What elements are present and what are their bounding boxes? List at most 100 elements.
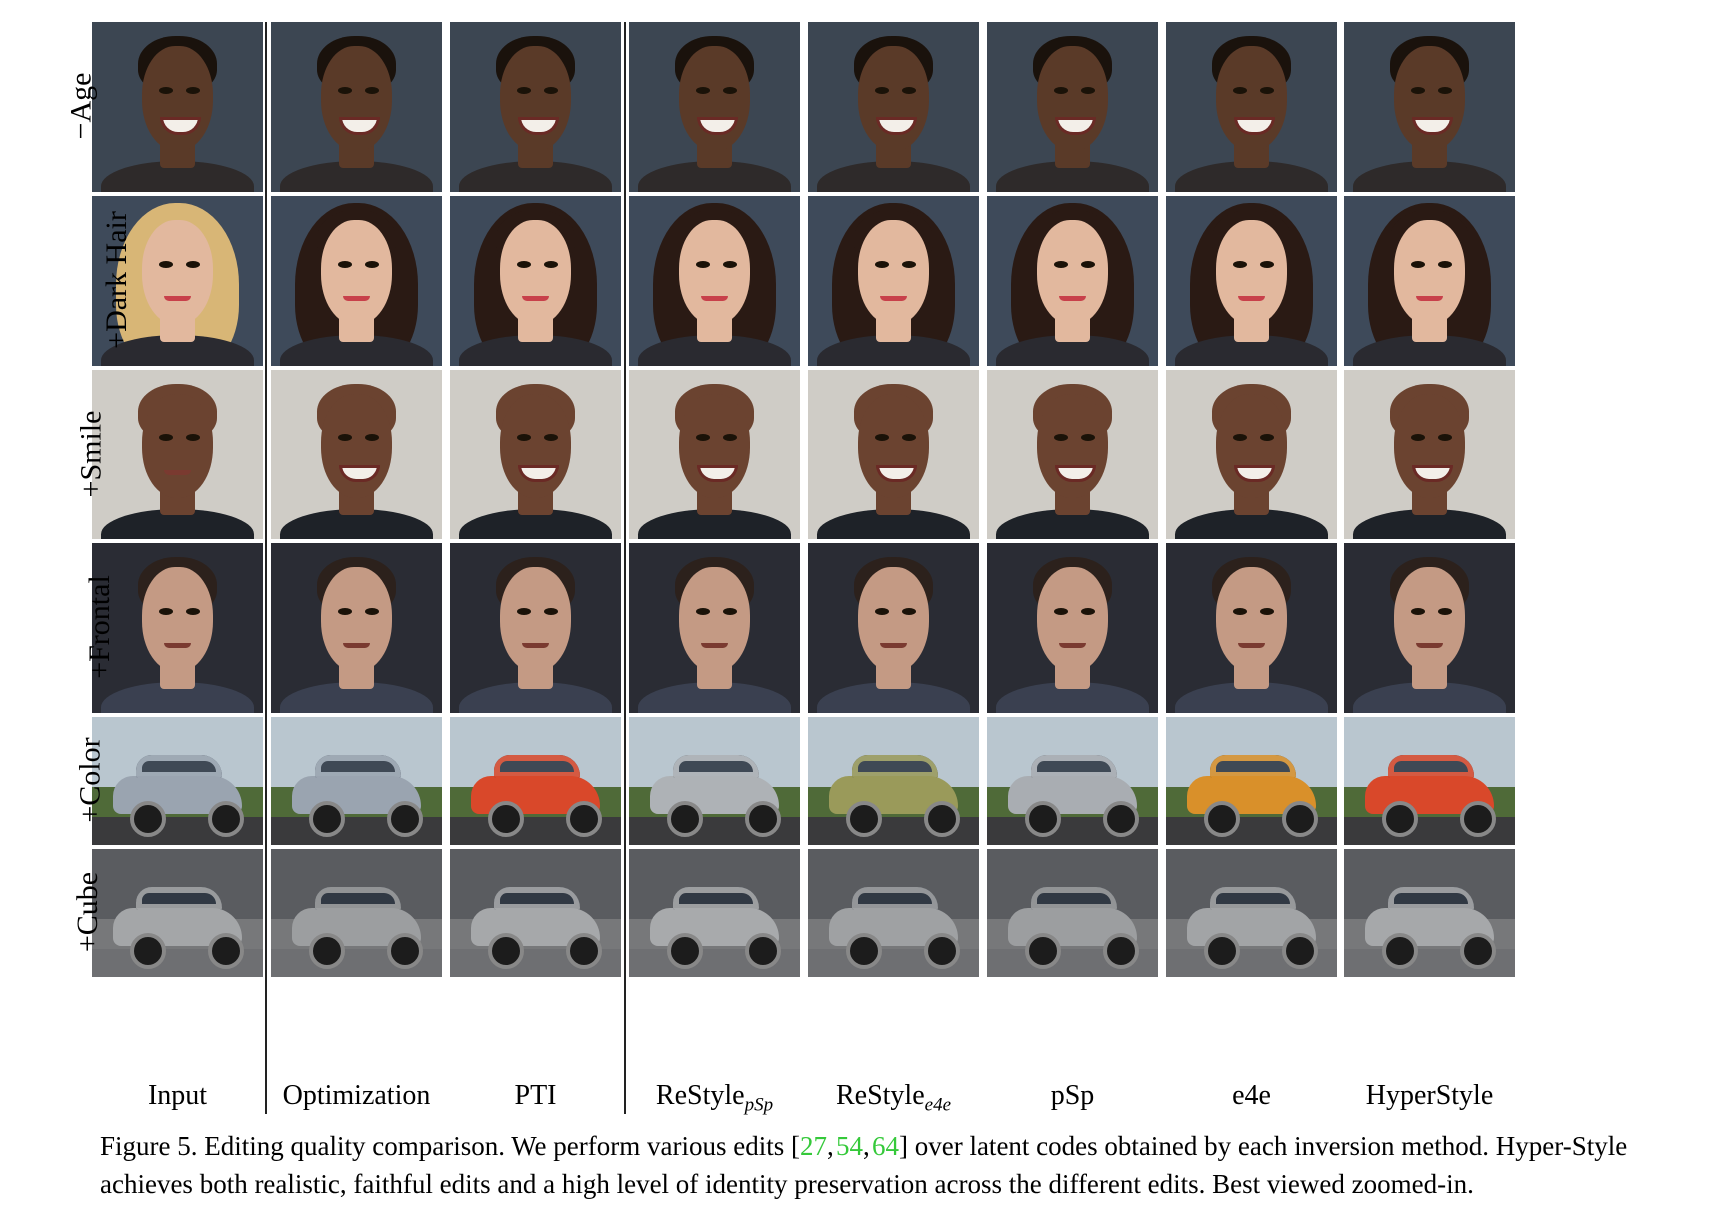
result-image [1166,196,1337,366]
row-label: +Cube [48,872,108,952]
column-label-text: ReStyle [655,1080,745,1111]
column-label-text: Optimization [282,1080,431,1111]
wheel [129,801,166,838]
eye [1260,86,1275,94]
eye [1438,434,1453,442]
face [1215,219,1288,326]
result-image [1344,849,1515,977]
face [857,45,930,152]
wheel [1024,933,1061,970]
wheel [208,801,245,838]
eye [1232,434,1247,442]
eye [1053,86,1068,94]
mouth [1415,296,1444,302]
mouth [1058,643,1087,649]
result-image [450,196,621,366]
mouth [879,643,908,649]
face [1393,393,1466,499]
column-label: PTI [446,1080,625,1120]
eye [1053,260,1068,268]
mouth [1415,643,1444,649]
eye [516,86,531,94]
eye [1232,260,1247,268]
eye [1081,86,1096,94]
wheel [845,933,882,970]
eye [516,607,531,615]
row-label-text: +Color [73,737,107,823]
result-image [629,22,800,192]
column-label-subscript: e4e [924,1094,952,1116]
eye [1410,86,1425,94]
face [1393,45,1466,152]
eye [874,86,889,94]
wheel [1024,801,1061,838]
eye [158,607,173,615]
car-windows [315,755,401,779]
eye [365,86,380,94]
wheel [1460,933,1497,970]
eye [544,434,559,442]
row-label-text: +Dark Hair [99,211,133,349]
row-label: +Smile [48,410,108,497]
citation-link[interactable]: 64 [871,1131,899,1161]
figure-caption: Figure 5. Editing quality comparison. We… [100,1131,1628,1199]
eye [695,607,710,615]
wheel [1103,801,1140,838]
column-label-text: pSp [1050,1080,1095,1111]
eye [695,86,710,94]
eye [902,607,917,615]
result-image [808,717,979,845]
column-label-text: ReStyle [835,1080,925,1111]
face [1036,45,1109,152]
wheel [566,801,603,838]
wheel [1103,933,1140,970]
eye [186,434,201,442]
result-image [271,717,442,845]
eye [337,607,352,615]
result-image [1166,717,1337,845]
face [320,566,393,673]
column-label-subscript: pSp [744,1094,774,1116]
eye [186,607,201,615]
face [857,219,930,326]
mouth [521,643,550,649]
result-image [808,22,979,192]
mouth [521,296,550,302]
citation-link[interactable]: 54 [835,1131,863,1161]
eye [902,86,917,94]
eye [544,607,559,615]
wheel [1381,801,1418,838]
wheel [745,933,782,970]
eye [1081,260,1096,268]
caption-prefix: Figure 5. Editing quality comparison. We… [100,1131,800,1161]
mouth [700,643,729,649]
result-image [92,543,263,713]
face [141,45,214,152]
eye [1081,607,1096,615]
eye [186,86,201,94]
result-image [1344,370,1515,539]
result-image [987,543,1158,713]
wheel [387,933,424,970]
result-image [92,849,263,977]
wheel [487,801,524,838]
car-windows [1031,755,1117,779]
eye [516,434,531,442]
face [1036,219,1109,326]
column-label: ReStylepSp [625,1080,804,1120]
wheel [845,801,882,838]
column-label: ReStylee4e [804,1080,983,1120]
wheel [566,933,603,970]
result-image [987,849,1158,977]
column-label: e4e [1162,1080,1341,1120]
face [320,393,393,499]
column-separator [624,22,626,1114]
result-image [271,196,442,366]
wheel [666,801,703,838]
face [320,219,393,326]
car-windows [852,887,938,911]
eye [516,260,531,268]
eye [874,260,889,268]
car-windows [1388,755,1474,779]
citation-link[interactable]: 27 [799,1131,827,1161]
